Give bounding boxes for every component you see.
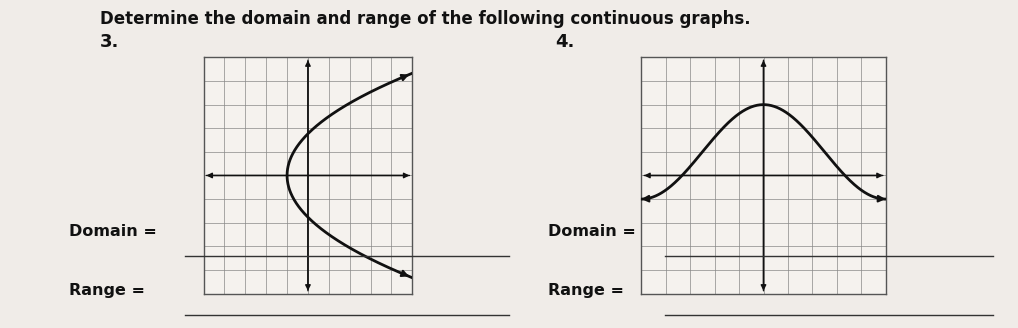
Text: 3.: 3. — [100, 33, 119, 51]
Text: Range =: Range = — [69, 283, 151, 298]
Text: Determine the domain and range of the following continuous graphs.: Determine the domain and range of the fo… — [100, 10, 750, 28]
Text: Domain =: Domain = — [548, 224, 641, 239]
Text: 4.: 4. — [555, 33, 574, 51]
Text: Domain =: Domain = — [69, 224, 163, 239]
Text: Range =: Range = — [548, 283, 629, 298]
